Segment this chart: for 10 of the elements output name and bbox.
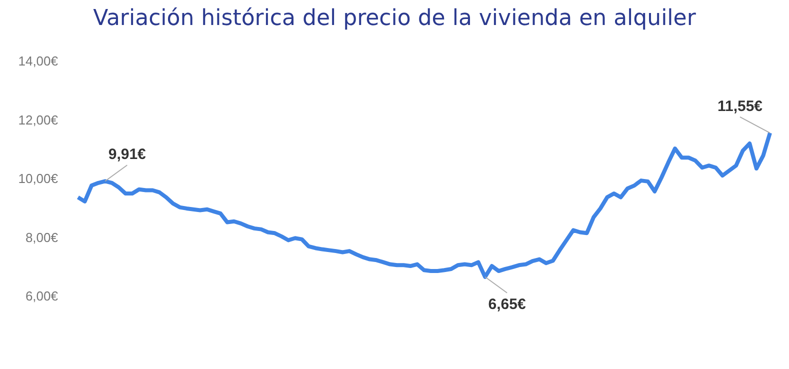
data-label: 6,65€: [488, 296, 526, 313]
data-label: 11,55€: [717, 98, 764, 115]
y-tick-label: 12,00€: [18, 112, 59, 128]
chart-title: Variación histórica del precio de la vivienda en alquiler: [92, 6, 697, 31]
y-tick-label: 8,00€: [25, 230, 59, 245]
line-series: [76, 130, 772, 279]
y-tick-label: 14,00€: [18, 54, 59, 69]
data-label: 9,91€: [108, 146, 147, 164]
y-tick-label: 6,00€: [25, 288, 59, 304]
y-tick-label: 10,00€: [18, 171, 59, 186]
